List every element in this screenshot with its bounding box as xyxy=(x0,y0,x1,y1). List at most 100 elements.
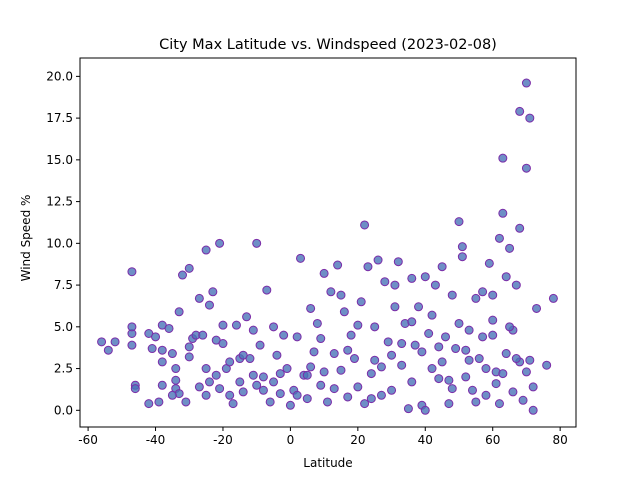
point xyxy=(454,217,464,227)
point xyxy=(272,350,282,360)
point xyxy=(346,330,356,340)
point xyxy=(467,385,477,395)
point xyxy=(127,340,137,350)
point xyxy=(258,385,268,395)
x-tick-label: 80 xyxy=(553,433,568,447)
y-tick-label: 20.0 xyxy=(46,69,73,83)
point xyxy=(437,357,447,367)
point xyxy=(494,233,504,243)
point xyxy=(306,303,316,313)
x-tick-label: 0 xyxy=(287,433,295,447)
point xyxy=(215,384,225,394)
y-tick-label: 17.5 xyxy=(46,111,73,125)
point xyxy=(390,302,400,312)
point xyxy=(461,372,471,382)
point xyxy=(501,349,511,359)
point xyxy=(407,377,417,387)
point xyxy=(430,280,440,290)
point xyxy=(464,355,474,365)
point xyxy=(130,384,140,394)
point xyxy=(417,347,427,357)
point xyxy=(127,267,137,277)
point xyxy=(218,339,228,349)
point xyxy=(474,354,484,364)
point xyxy=(312,318,322,328)
point xyxy=(481,390,491,400)
point xyxy=(515,223,525,233)
point xyxy=(204,377,214,387)
point xyxy=(366,369,376,379)
point xyxy=(302,394,312,404)
point xyxy=(194,293,204,303)
point xyxy=(316,334,326,344)
point xyxy=(228,399,238,409)
point xyxy=(194,382,204,392)
point xyxy=(407,273,417,283)
point xyxy=(231,320,241,330)
point xyxy=(376,362,386,372)
point xyxy=(478,287,488,297)
point xyxy=(427,364,437,374)
point xyxy=(343,392,353,402)
point xyxy=(110,337,120,347)
point xyxy=(238,387,248,397)
point xyxy=(181,397,191,407)
point xyxy=(420,272,430,282)
point xyxy=(505,243,515,253)
point xyxy=(218,320,228,330)
point xyxy=(225,390,235,400)
point xyxy=(518,395,528,405)
point xyxy=(262,285,272,295)
point xyxy=(309,347,319,357)
point xyxy=(363,262,373,272)
point xyxy=(242,312,252,322)
x-tick-label: -60 xyxy=(78,433,98,447)
point xyxy=(326,287,336,297)
point xyxy=(167,349,177,359)
point xyxy=(511,354,521,364)
point xyxy=(498,369,508,379)
point xyxy=(457,242,467,252)
point xyxy=(444,399,454,409)
point xyxy=(491,379,501,389)
y-tick-label: 15.0 xyxy=(46,153,73,167)
point xyxy=(238,350,248,360)
point xyxy=(147,344,157,354)
point xyxy=(447,290,457,300)
point xyxy=(471,293,481,303)
point xyxy=(329,349,339,359)
point xyxy=(478,332,488,342)
point xyxy=(157,380,167,390)
point xyxy=(488,330,498,340)
y-tick-label: 10.0 xyxy=(46,236,73,250)
point xyxy=(434,374,444,384)
point xyxy=(154,397,164,407)
point xyxy=(171,375,181,385)
point xyxy=(336,365,346,375)
point xyxy=(397,339,407,349)
point xyxy=(258,372,268,382)
point xyxy=(511,280,521,290)
point xyxy=(151,332,161,342)
point xyxy=(488,315,498,325)
point xyxy=(387,385,397,395)
point xyxy=(366,394,376,404)
point xyxy=(292,390,302,400)
point xyxy=(370,322,380,332)
point xyxy=(498,153,508,163)
point xyxy=(198,330,208,340)
point xyxy=(383,337,393,347)
point xyxy=(360,220,370,230)
plot-frame xyxy=(79,57,577,428)
point xyxy=(171,364,181,374)
point xyxy=(471,397,481,407)
point xyxy=(349,354,359,364)
point xyxy=(464,325,474,335)
point xyxy=(252,238,262,248)
point xyxy=(373,255,383,265)
point xyxy=(144,399,154,409)
point xyxy=(329,384,339,394)
point xyxy=(252,380,262,390)
point xyxy=(454,318,464,328)
point xyxy=(157,345,167,355)
